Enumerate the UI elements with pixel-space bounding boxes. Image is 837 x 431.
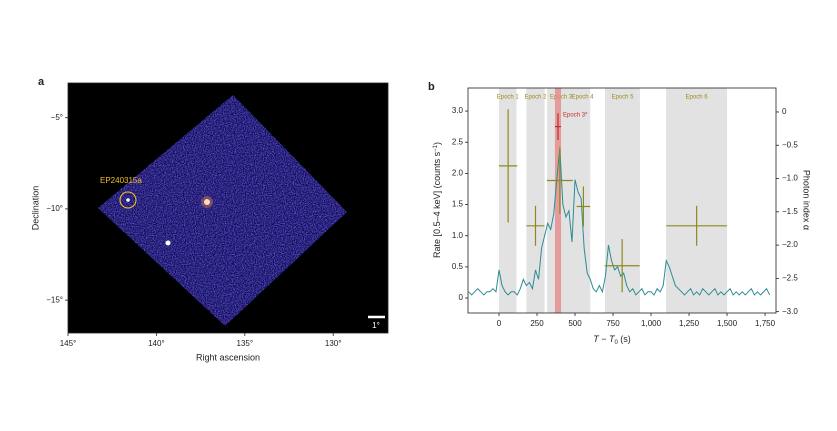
x-axis-label-part: T − T — [593, 334, 616, 344]
source-label: EP240315a — [100, 176, 142, 185]
x-tick-label: 140° — [148, 339, 165, 348]
epoch-label: Epoch 1 — [497, 95, 520, 101]
x-tick-label: 135° — [237, 339, 254, 348]
scale-bar-label: 1° — [372, 321, 380, 330]
x-tick-label: 1,500 — [717, 319, 738, 328]
y2-axis-label: Photon index α — [802, 170, 812, 230]
y2-tick-label: 0 — [782, 107, 787, 116]
epoch-region — [526, 88, 545, 313]
x-tick-label: 0 — [497, 319, 502, 328]
source — [126, 198, 130, 202]
source-marker — [119, 191, 137, 209]
y-tick-label: 3.0 — [452, 106, 464, 115]
y-tick-label: 1.5 — [452, 200, 464, 209]
epoch-region — [575, 88, 591, 313]
y2-tick-label: −3.0 — [782, 307, 798, 316]
panel-label: b — [428, 81, 435, 93]
y-tick-label: 2.5 — [452, 137, 464, 146]
y2-tick-label: −2.0 — [782, 240, 798, 249]
source — [165, 240, 171, 246]
light-curve — [468, 148, 771, 296]
x-tick-label: 500 — [568, 319, 582, 328]
plot-frame — [467, 87, 777, 314]
x-tick-label: 750 — [606, 319, 620, 328]
x-tick-label: 1,000 — [641, 319, 662, 328]
y-tick-label: −10° — [46, 204, 63, 213]
x-axis-label-part: (s) — [618, 334, 631, 344]
epoch-region — [666, 88, 728, 313]
plot-frame — [67, 82, 389, 334]
y-axis-label-part: ) — [432, 142, 442, 145]
panel-label: a — [38, 76, 45, 88]
y-axis-label: Declination — [30, 186, 40, 231]
y-tick-label: 2.0 — [452, 168, 464, 177]
x-tick-label: 1,250 — [679, 319, 700, 328]
y-tick-label: 1.0 — [452, 231, 464, 240]
x-axis-label-part: 0 — [614, 340, 618, 346]
y2-tick-label: −0.5 — [782, 140, 798, 149]
x-axis-label: T − T0 (s) — [593, 334, 631, 345]
highlight-label: Epoch 3* — [563, 113, 588, 119]
x-tick-label: 250 — [530, 319, 544, 328]
epoch-label: Epoch 2 — [524, 95, 547, 101]
y2-tick-label: −1.0 — [782, 174, 798, 183]
epoch-label: Epoch 4 — [572, 95, 595, 101]
y-axis-label: Rate [0.5–4 keV] (counts s−1) — [432, 142, 442, 258]
epoch-label: Epoch 3 — [550, 95, 573, 101]
x-tick-label: 145° — [60, 339, 77, 348]
epoch-label: Epoch 5 — [611, 95, 634, 101]
source — [204, 199, 210, 205]
x-axis-label: Right ascension — [196, 352, 260, 362]
y-tick-label: 0.5 — [452, 262, 464, 271]
y2-tick-label: −1.5 — [782, 207, 798, 216]
y-tick-label: −5° — [51, 113, 63, 122]
highlight-region — [554, 88, 562, 313]
y-axis-label-part: −1 — [433, 144, 439, 152]
epoch-label: Epoch 6 — [686, 95, 709, 101]
x-tick-label: 1,750 — [755, 319, 776, 328]
x-tick-label: 130° — [325, 339, 342, 348]
y-tick-label: 0 — [459, 293, 464, 302]
y2-tick-label: −2.5 — [782, 273, 798, 282]
y-tick-label: −15° — [46, 295, 63, 304]
source-glow — [201, 196, 213, 208]
y-axis-label-part: Rate [0.5–4 keV] (counts s — [432, 151, 442, 258]
